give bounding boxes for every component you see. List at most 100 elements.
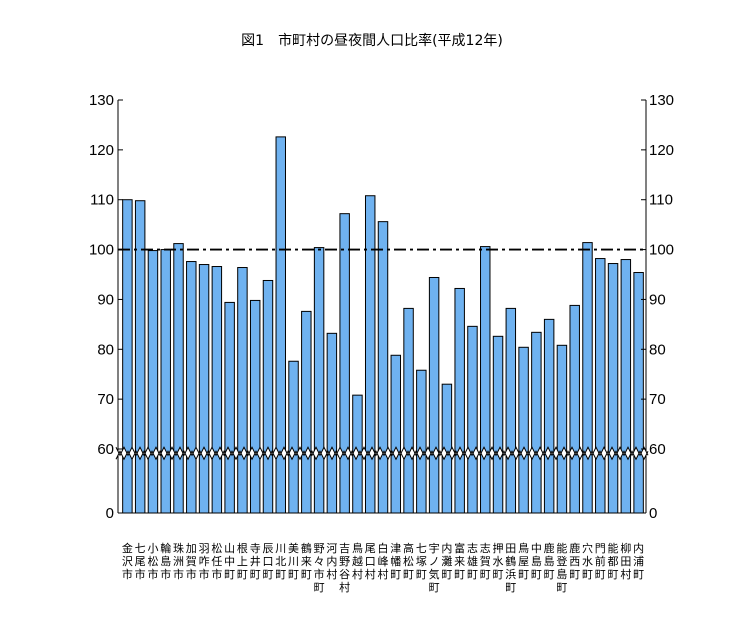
bar xyxy=(249,299,261,514)
bar xyxy=(543,318,555,514)
category-label: 加賀市 xyxy=(186,542,197,581)
y-tick-label-left: 90 xyxy=(97,291,114,308)
y-tick-label-right: 100 xyxy=(649,242,674,259)
bar xyxy=(633,272,644,514)
category-label: 山中町 xyxy=(224,542,235,581)
bar xyxy=(390,354,402,514)
bar xyxy=(147,250,159,514)
category-label: 中島町 xyxy=(531,542,542,581)
category-label: 鳥屋町 xyxy=(518,541,529,581)
bar xyxy=(313,247,325,514)
y-tick-label-left: 70 xyxy=(97,391,114,408)
y-tick-label-right: 0 xyxy=(649,505,657,522)
bar xyxy=(275,136,286,514)
category-label: 七塚町 xyxy=(416,542,427,581)
bar xyxy=(607,263,619,514)
category-label: 内灘町 xyxy=(441,541,452,581)
y-tick-label-right: 110 xyxy=(649,192,673,209)
y-tick-label-right: 120 xyxy=(649,142,674,159)
bar xyxy=(556,344,568,514)
category-label: 津幡町 xyxy=(390,542,401,581)
y-tick-label-left: 120 xyxy=(89,142,114,159)
bar xyxy=(480,246,491,514)
bar xyxy=(454,287,465,514)
y-tick-label-right: 80 xyxy=(649,341,666,358)
category-label: 鹿西町 xyxy=(569,541,580,581)
bar xyxy=(620,259,632,514)
category-label: 小松市 xyxy=(147,542,158,581)
axis-break-wave xyxy=(115,450,649,461)
bar xyxy=(518,346,529,514)
bar xyxy=(160,249,171,514)
bar xyxy=(339,213,350,514)
y-tick-label-left: 60 xyxy=(97,441,114,458)
category-label: 宇ノ気町 xyxy=(429,542,440,594)
bar xyxy=(467,325,478,514)
bar xyxy=(288,360,299,514)
category-label: 松任市 xyxy=(211,541,222,581)
y-tick-label-left: 110 xyxy=(90,192,114,209)
category-label: 田鶴浜町 xyxy=(505,542,516,594)
category-label: 野々市町 xyxy=(314,542,325,594)
bar xyxy=(428,276,440,514)
bar xyxy=(262,279,274,514)
category-label: 押水町 xyxy=(493,541,504,581)
y-tick-label-left: 0 xyxy=(106,505,114,522)
y-tick-label-right: 60 xyxy=(649,441,666,458)
bar xyxy=(582,242,593,514)
category-label: 門前町 xyxy=(595,542,606,581)
bar xyxy=(531,331,542,514)
category-label: 内浦町 xyxy=(633,541,644,581)
category-label: 能登島町 xyxy=(556,541,567,594)
bar xyxy=(377,221,389,514)
bar xyxy=(224,301,235,514)
bar xyxy=(416,369,427,514)
category-label: 富来町 xyxy=(454,541,465,581)
bar xyxy=(237,267,248,514)
category-label: 高松町 xyxy=(403,541,414,581)
category-label: 七尾市 xyxy=(135,542,146,581)
category-label: 志賀町 xyxy=(480,542,491,581)
category-label: 志雄町 xyxy=(467,542,478,581)
category-label: 珠洲市 xyxy=(173,541,184,581)
category-label: 寺井町 xyxy=(250,542,261,581)
category-label: 根上町 xyxy=(237,541,248,581)
bar xyxy=(492,335,504,514)
category-label: 河内村 xyxy=(326,542,337,581)
y-tick-label-right: 90 xyxy=(649,291,666,308)
chart-title: 図1 市町村の昼夜間人口比率(平成12年) xyxy=(241,32,503,49)
category-label: 白峰村 xyxy=(378,541,389,581)
category-label: 輪島市 xyxy=(160,541,171,581)
y-tick-label-right: 130 xyxy=(649,92,674,109)
bar xyxy=(505,307,517,514)
bar xyxy=(211,266,223,514)
category-label: 穴水町 xyxy=(582,541,593,581)
category-label: 美川町 xyxy=(288,542,299,581)
bar xyxy=(173,243,184,514)
category-label: 鶴来町 xyxy=(301,541,312,581)
bar xyxy=(595,258,606,514)
category-label: 辰口町 xyxy=(262,542,273,581)
bar xyxy=(569,304,580,514)
category-label: 柳田村 xyxy=(620,541,631,581)
category-label: 尾口村 xyxy=(365,542,376,581)
category-label: 吉野谷村 xyxy=(339,542,350,594)
bar xyxy=(122,199,133,514)
category-label: 川北町 xyxy=(275,542,286,581)
y-tick-label-left: 100 xyxy=(89,242,114,259)
y-tick-label-left: 80 xyxy=(97,341,114,358)
bar xyxy=(326,332,338,514)
axis-break-wave xyxy=(115,446,649,457)
y-tick-label-left: 130 xyxy=(89,92,114,109)
category-label: 鹿島町 xyxy=(544,541,555,581)
bar xyxy=(364,195,376,514)
bar xyxy=(186,261,197,514)
category-label: 鳥越村 xyxy=(352,541,363,581)
bar xyxy=(403,307,414,514)
bar xyxy=(198,264,210,514)
y-tick-label-right: 70 xyxy=(649,391,666,408)
category-label: 金沢市 xyxy=(122,541,133,581)
bar xyxy=(134,200,146,514)
category-label: 能都町 xyxy=(608,541,619,581)
